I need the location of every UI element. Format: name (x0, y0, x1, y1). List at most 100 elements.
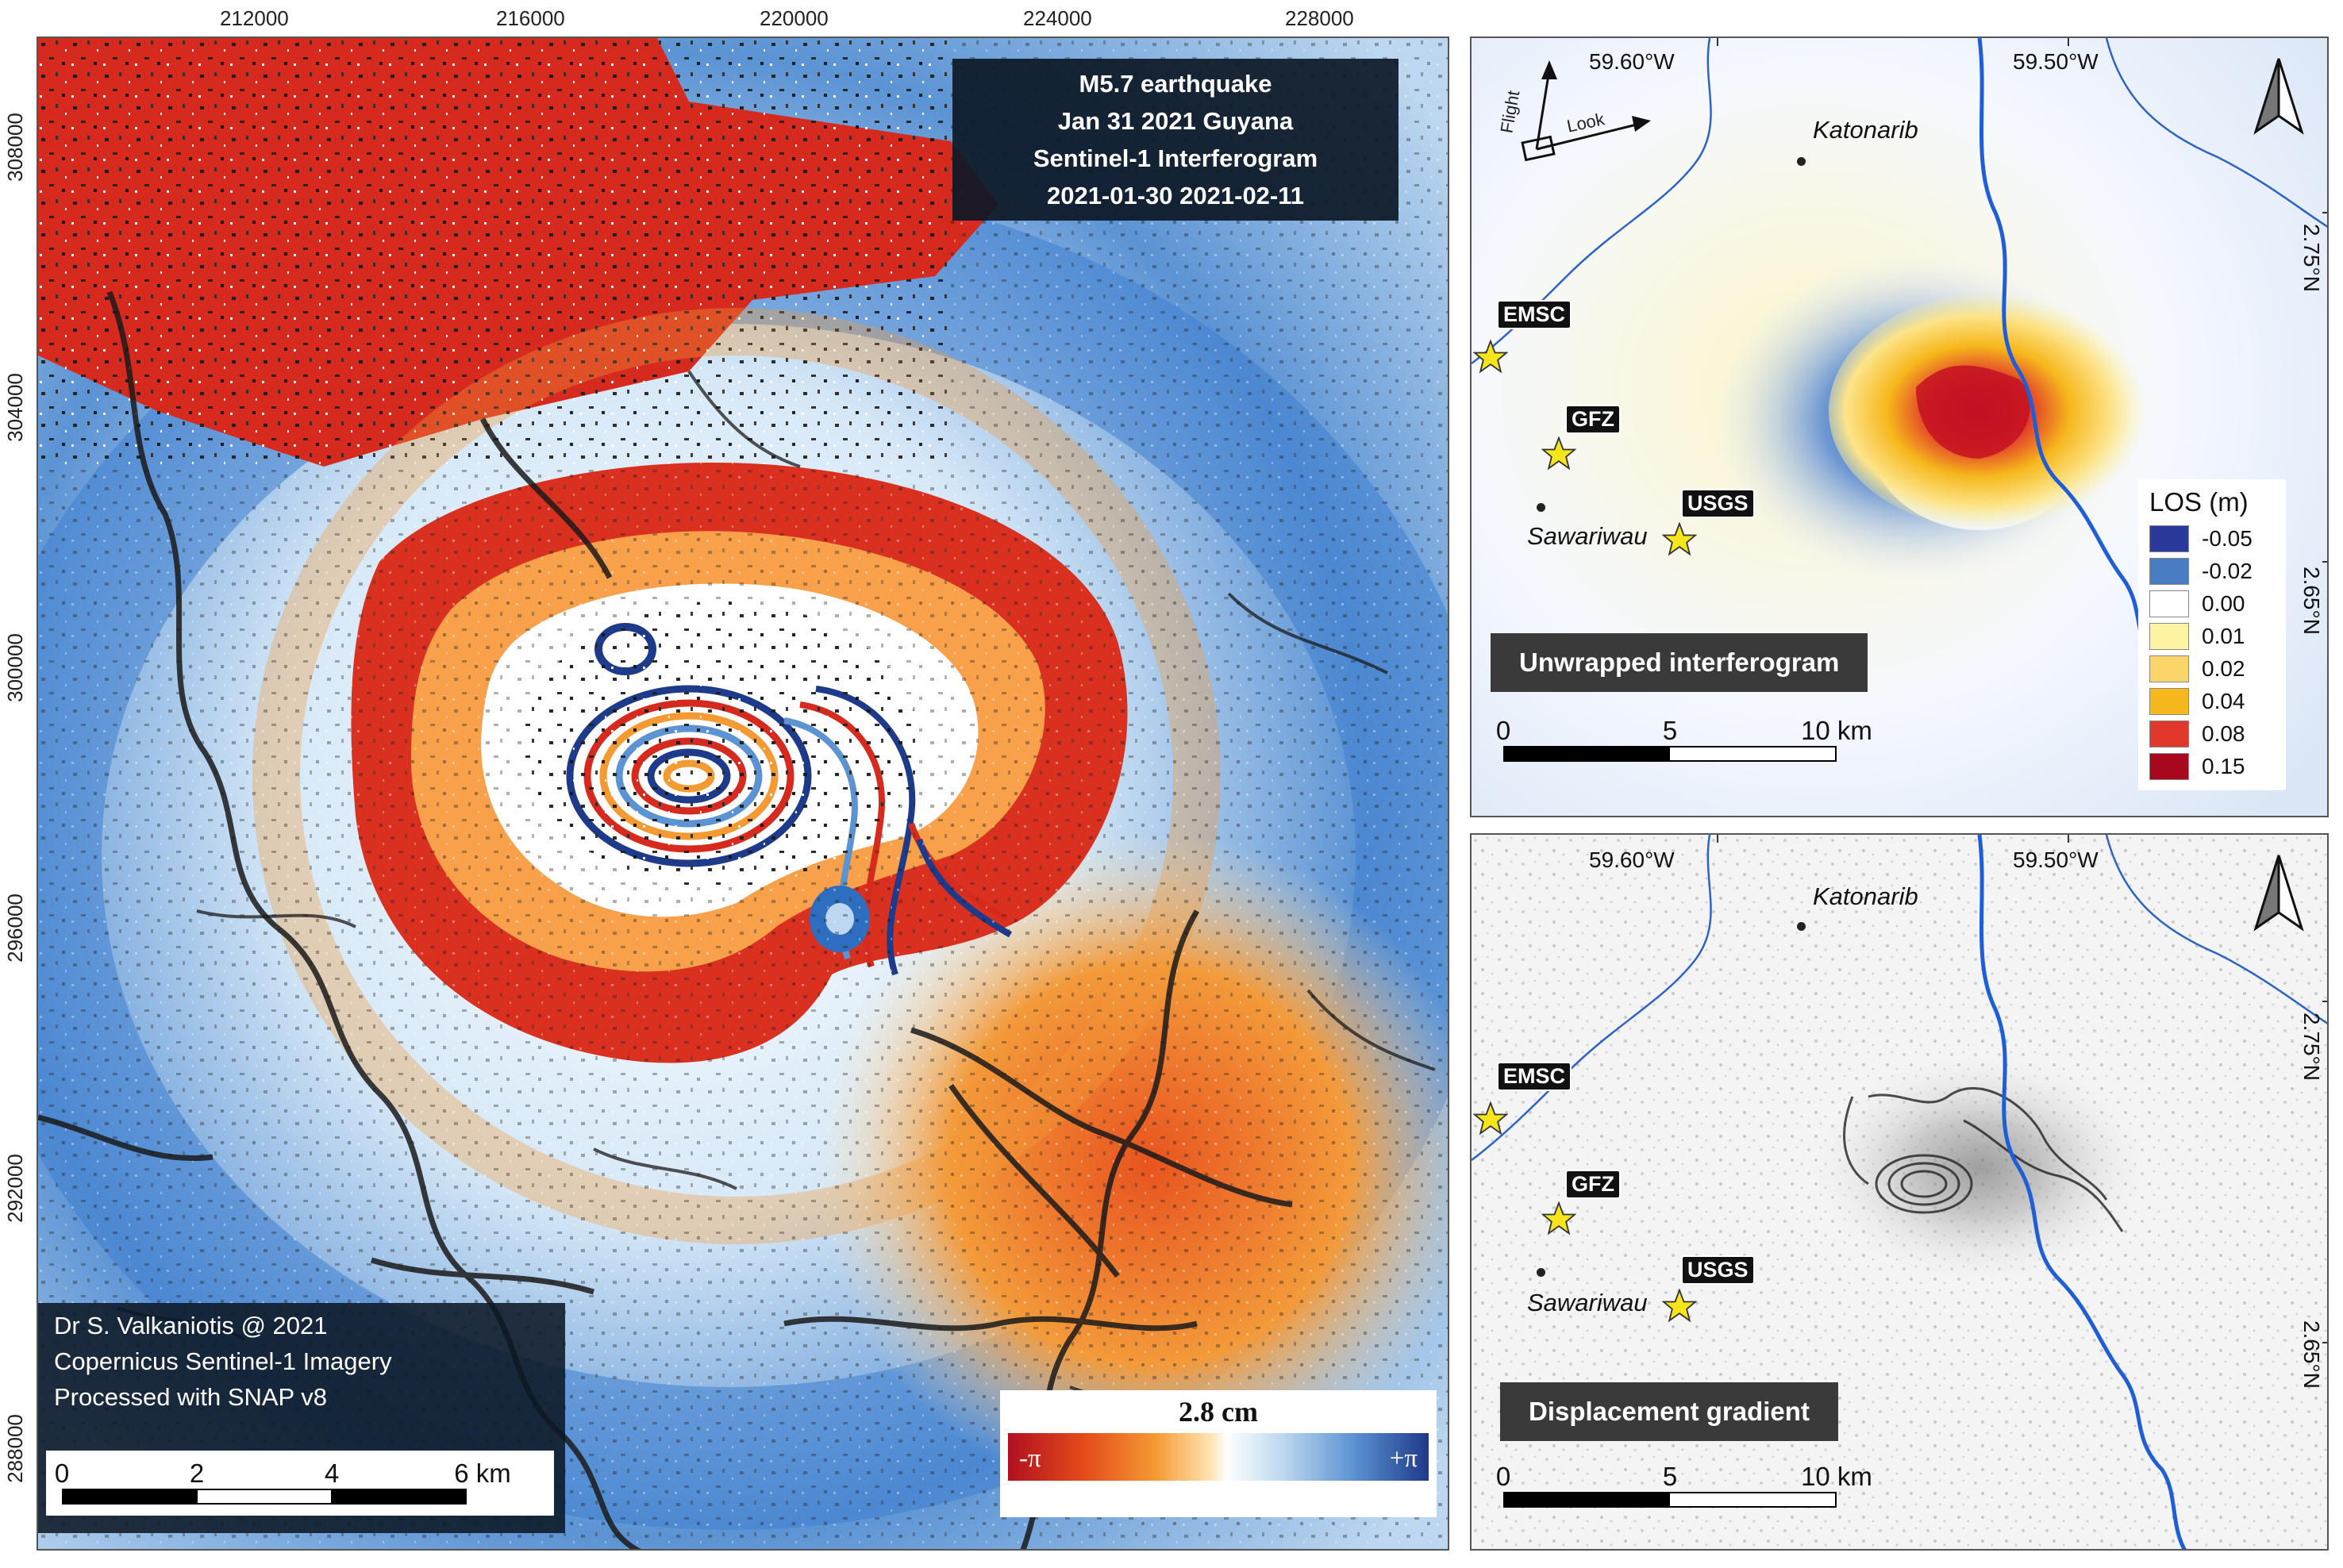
flight-look-arrows (1521, 60, 1651, 162)
north-arrow-icon (2253, 855, 2304, 932)
agency-label-emsc: EMSC (1497, 1062, 1572, 1091)
place-katonarib: Katonarib (1813, 116, 1918, 144)
scale-label-2: 2 (189, 1458, 205, 1488)
x-tick-216000: 216000 (496, 6, 565, 30)
title-line-4: 2021-01-30 2021-02-11 (1046, 182, 1305, 209)
los-value-label: 0.04 (2202, 688, 2245, 713)
scale-label-6km: 6 km (454, 1458, 511, 1488)
los-legend-row: 0.04 (2149, 685, 2275, 717)
scale-label-0: 0 (1495, 716, 1511, 745)
star-icon (1473, 340, 1508, 374)
x-tick-212000: 212000 (220, 6, 289, 30)
los-legend-title: LOS (m) (2149, 487, 2249, 517)
phase-legend-title: 2.8 cm (1179, 1396, 1258, 1428)
y-tick-288000: 288000 (2, 1414, 27, 1483)
credit-line-2: Copernicus Sentinel-1 Imagery (54, 1347, 392, 1375)
panel-label-unwrapped: Unwrapped interferogram (1491, 633, 1868, 692)
los-value-label: 0.01 (2202, 623, 2245, 648)
los-legend-row: 0.08 (2149, 717, 2275, 750)
credit-line-3: Processed with SNAP v8 (54, 1383, 328, 1411)
lon-label-2: 59.50°W (2013, 49, 2099, 74)
scale-label-5: 5 (1662, 716, 1678, 745)
y-tick-292000: 292000 (2, 1154, 27, 1223)
scale-label-10km: 10 km (1801, 1462, 1872, 1491)
los-legend-row: 0.15 (2149, 750, 2275, 782)
x-tick-228000: 228000 (1285, 6, 1354, 30)
star-icon (1473, 1101, 1508, 1136)
scale-label-0: 0 (1495, 1462, 1511, 1491)
scale-label-4: 4 (324, 1458, 340, 1488)
los-value-label: 0.02 (2202, 655, 2245, 681)
credit-line-1: Dr S. Valkaniotis @ 2021 (54, 1312, 328, 1339)
los-swatch (2149, 590, 2189, 617)
star-icon (1662, 522, 1697, 556)
los-swatch (2149, 687, 2189, 715)
katonarib-dot (1797, 157, 1806, 166)
place-katonarib: Katonarib (1813, 882, 1918, 910)
unwrapped-interferogram-map[interactable]: Flight Look 59.60°W 59.50°W 2.75°N 2.65°… (1470, 37, 2329, 817)
lon-label-1: 59.60°W (1589, 847, 1675, 872)
los-legend-row: -0.05 (2149, 522, 2275, 555)
agency-label-emsc: EMSC (1497, 300, 1572, 329)
place-sawariwau: Sawariwau (1527, 1289, 1648, 1316)
los-legend-row: 0.01 (2149, 620, 2275, 652)
panel-label-gradient: Displacement gradient (1500, 1382, 1838, 1441)
top-right-scale-bar: 0 5 10 km (1496, 716, 1872, 762)
katonarib-dot (1797, 922, 1806, 931)
los-legend-row: 0.00 (2149, 587, 2275, 620)
scale-label-0: 0 (54, 1458, 70, 1488)
agency-label-gfz: GFZ (1565, 405, 1621, 434)
place-sawariwau: Sawariwau (1527, 522, 1648, 550)
lat-label-2: 2.65°N (2299, 567, 2324, 635)
title-line-2: Jan 31 2021 Guyana (1057, 107, 1294, 135)
lat-label-1: 2.75°N (2299, 1013, 2324, 1081)
los-value-label: 0.08 (2202, 721, 2245, 746)
star-icon (1541, 1201, 1576, 1236)
star-icon (1662, 1289, 1697, 1323)
interferogram-image (38, 38, 1448, 1549)
y-tick-296000: 296000 (2, 894, 27, 963)
displacement-gradient-map[interactable]: 59.60°W 59.50°W 2.75°N 2.65°N Katonarib … (1470, 833, 2329, 1551)
los-value-label: 0.00 (2202, 590, 2245, 616)
x-tick-224000: 224000 (1023, 6, 1092, 30)
los-swatch (2149, 622, 2189, 650)
lat-label-1: 2.75°N (2299, 224, 2324, 292)
los-legend-row: 0.02 (2149, 652, 2275, 685)
los-swatch (2149, 655, 2189, 682)
agency-label-usgs: USGS (1681, 489, 1755, 518)
lon-label-2: 59.50°W (2013, 847, 2099, 872)
y-tick-300000: 300000 (2, 633, 27, 702)
phase-max-label: +π (1389, 1444, 1418, 1473)
los-swatch (2149, 557, 2189, 585)
y-tick-308000: 308000 (2, 113, 27, 182)
phase-min-label: -π (1019, 1444, 1041, 1473)
los-value-label: -0.02 (2202, 558, 2253, 583)
lat-label-2: 2.65°N (2299, 1320, 2324, 1389)
lon-label-1: 59.60°W (1589, 49, 1675, 74)
sawariwau-dot (1537, 1268, 1545, 1277)
title-line-1: M5.7 earthquake (1079, 70, 1272, 98)
los-legend-row: -0.02 (2149, 555, 2275, 587)
scale-label-10km: 10 km (1801, 716, 1872, 745)
y-tick-304000: 304000 (2, 373, 27, 442)
los-legend: LOS (m) -0.05 -0.02 0.00 0.01 0.02 0.04 0.08 0.… (2138, 479, 2286, 790)
los-swatch (2149, 525, 2189, 552)
bottom-right-scale-bar: 0 5 10 km (1496, 1462, 1872, 1508)
map-title-box: M5.7 earthquake Jan 31 2021 Guyana Senti… (952, 59, 1398, 221)
los-value-label: -0.05 (2202, 525, 2253, 551)
los-swatch (2149, 752, 2189, 780)
x-tick-220000: 220000 (760, 6, 829, 30)
scale-label-5: 5 (1662, 1462, 1678, 1491)
sawariwau-dot (1537, 503, 1545, 512)
agency-label-gfz: GFZ (1565, 1170, 1621, 1199)
agency-label-usgs: USGS (1681, 1255, 1755, 1285)
interferogram-map[interactable]: M5.7 earthquake Jan 31 2021 Guyana Senti… (37, 37, 1449, 1551)
los-swatch (2149, 720, 2189, 747)
phase-color-legend: 2.8 cm -π +π (1000, 1390, 1437, 1517)
phase-colorbar: -π +π (1008, 1433, 1429, 1481)
title-line-3: Sentinel-1 Interferogram (1033, 144, 1318, 172)
north-arrow-icon (2253, 58, 2304, 135)
star-icon (1541, 436, 1576, 471)
los-value-label: 0.15 (2202, 753, 2245, 778)
left-scale-bar: 0 2 4 6 km (46, 1451, 554, 1516)
